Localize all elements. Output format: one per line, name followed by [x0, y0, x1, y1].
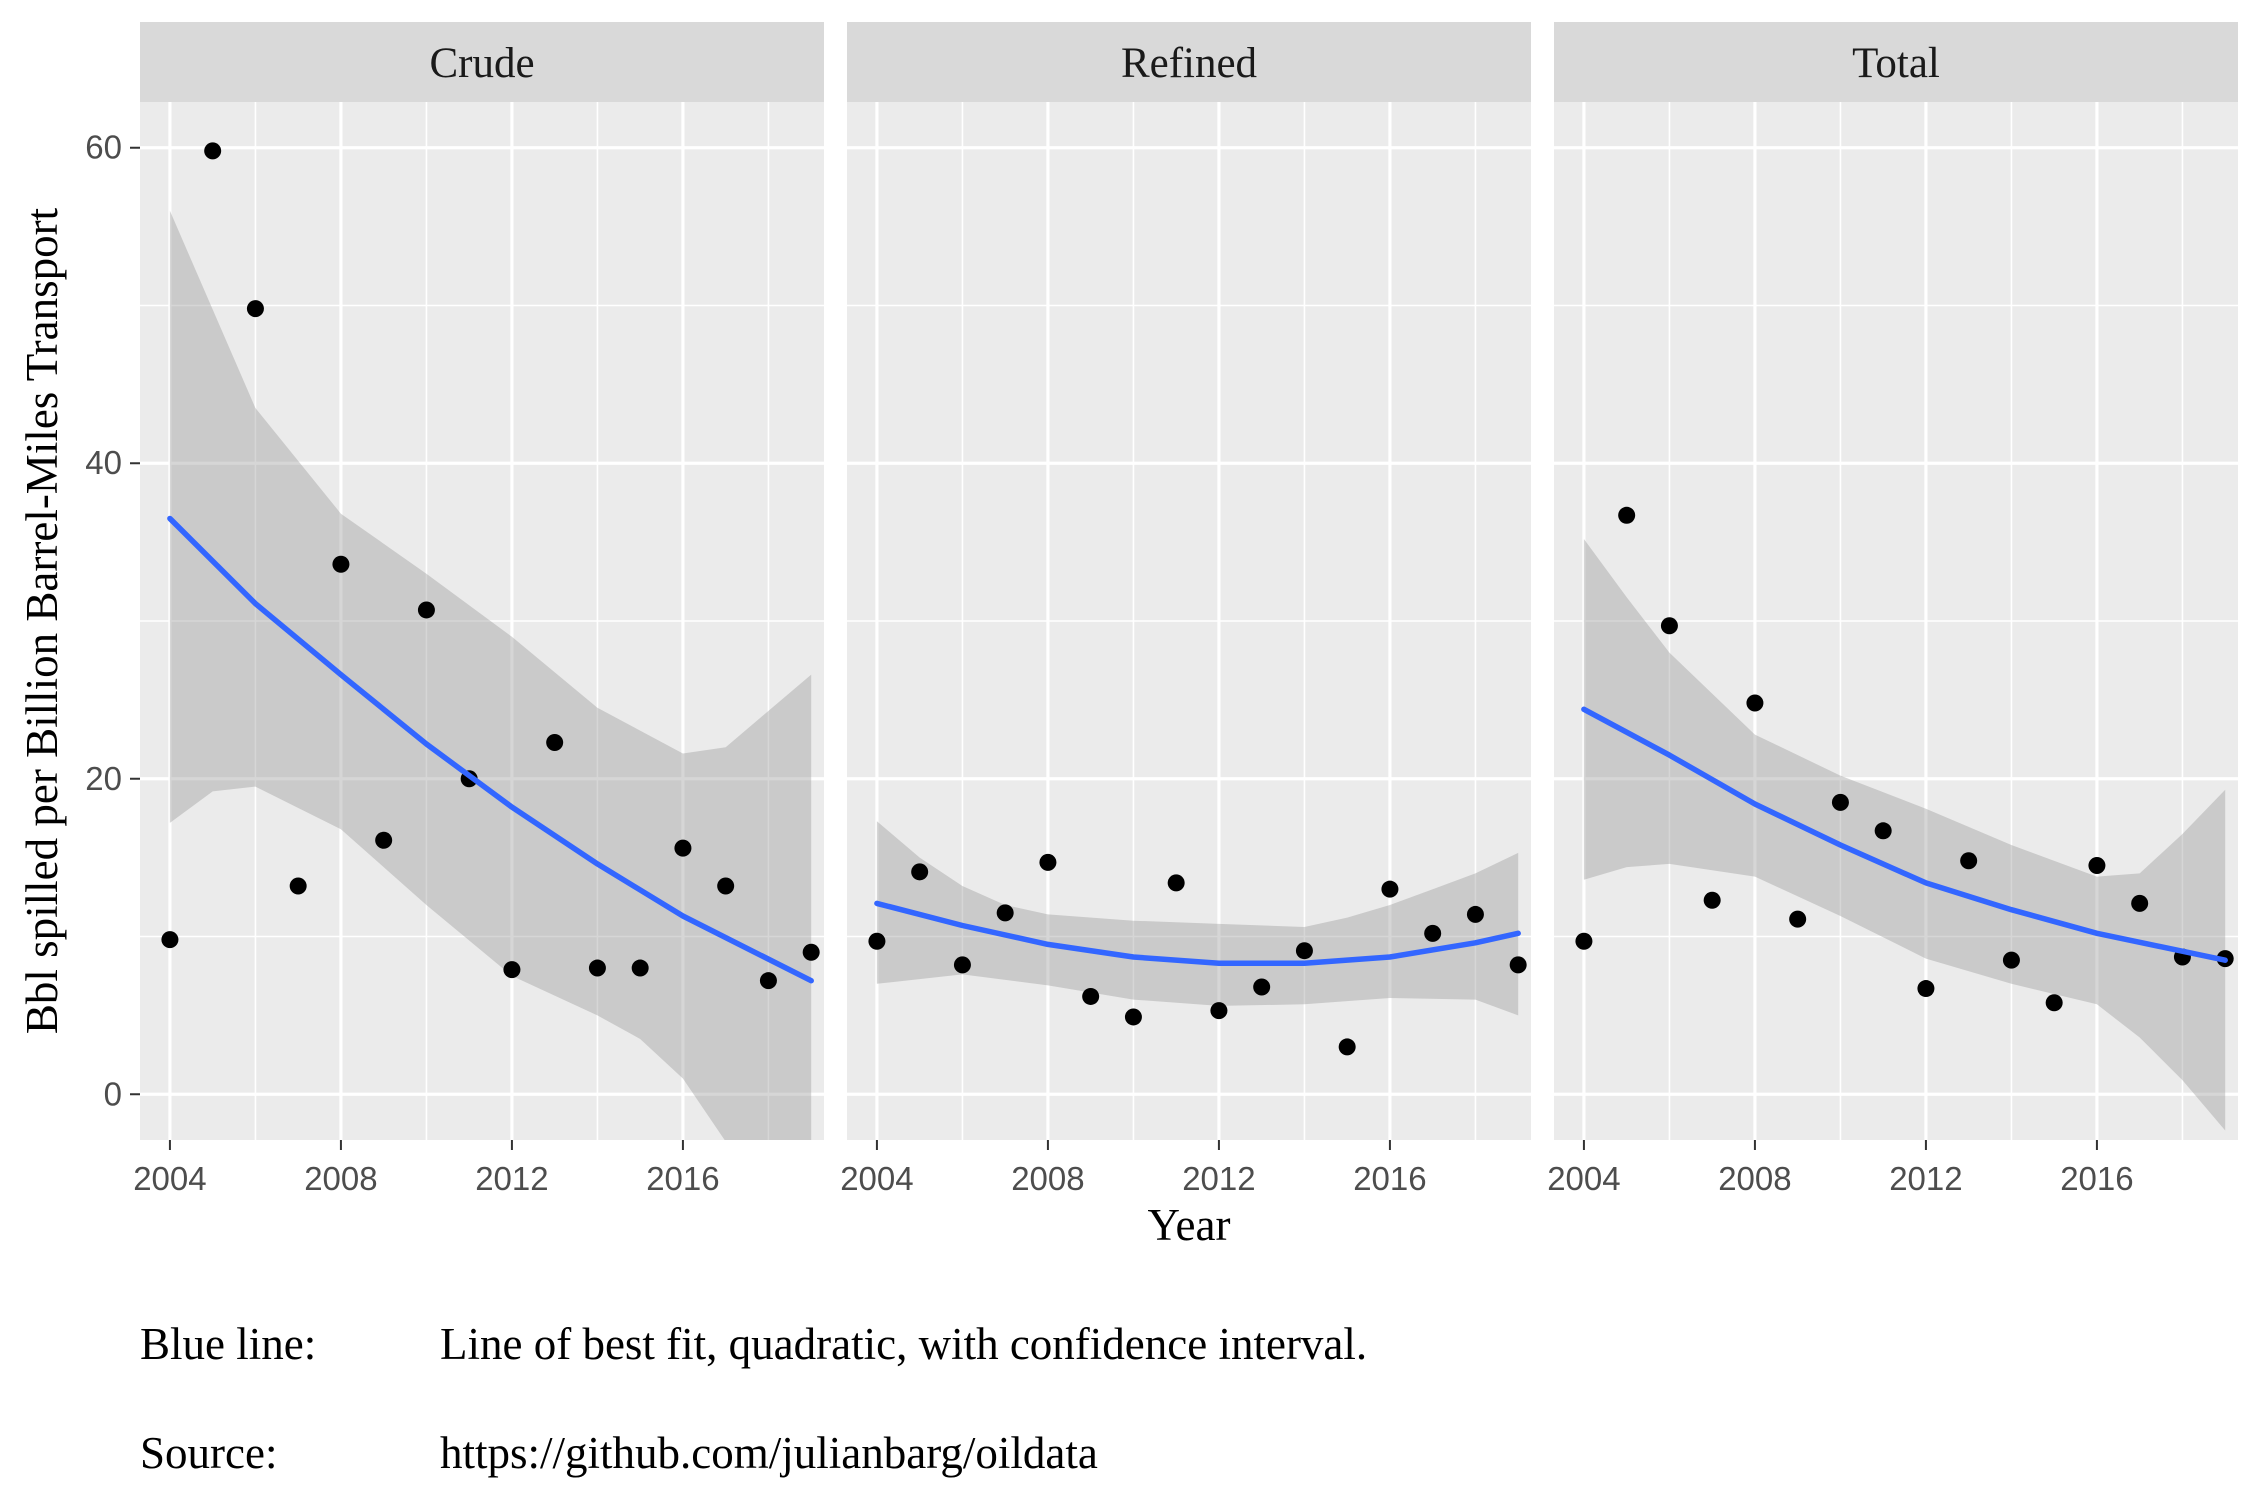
data-point-crude: [546, 733, 564, 751]
data-point-crude: [674, 839, 692, 857]
facet-label-total: Total: [1852, 40, 1940, 87]
note-key-blue-line: Blue line:: [140, 1319, 317, 1369]
x-tick-label: 2004: [133, 1160, 206, 1197]
data-point-total: [1960, 852, 1978, 870]
facet-label-refined: Refined: [1121, 40, 1257, 87]
data-point-crude: [802, 943, 820, 961]
data-point-total: [2002, 951, 2020, 969]
note-value-source: https://github.com/julianbarg/oildata: [440, 1428, 1098, 1478]
confidence-band-total: [1583, 539, 2226, 1131]
facet-strip-refined: [847, 22, 1531, 102]
y-tick-label: 40: [85, 444, 122, 481]
data-point-total: [1575, 932, 1593, 950]
data-point-refined: [1338, 1038, 1356, 1056]
data-point-total: [1789, 910, 1807, 928]
data-point-total: [1703, 891, 1721, 909]
confidence-band-refined: [876, 821, 1519, 1016]
data-point-total: [1831, 793, 1849, 811]
data-point-crude: [759, 972, 777, 990]
facet-strip-crude: [140, 22, 824, 102]
x-tick-label: 2008: [304, 1160, 377, 1197]
data-point-refined: [1124, 1008, 1142, 1026]
data-point-crude: [588, 959, 606, 977]
data-point-refined: [1167, 874, 1185, 892]
data-point-refined: [953, 956, 971, 974]
data-point-refined: [1295, 942, 1313, 960]
data-point-refined: [1253, 978, 1271, 996]
data-point-crude: [417, 601, 435, 619]
data-point-refined: [1466, 905, 1484, 923]
data-point-refined: [1509, 956, 1527, 974]
data-point-crude: [161, 931, 179, 949]
data-point-total: [2088, 857, 2106, 875]
x-tick-label: 2004: [840, 1160, 913, 1197]
data-point-crude: [289, 877, 307, 895]
facet-strip-total: [1554, 22, 2238, 102]
data-point-refined: [911, 863, 929, 881]
data-point-total: [1917, 980, 1935, 998]
x-tick-label: 2008: [1011, 1160, 1084, 1197]
note-key-source: Source:: [140, 1428, 278, 1478]
data-point-total: [1618, 506, 1636, 524]
x-tick-label: 2012: [1182, 1160, 1255, 1197]
facet-label-crude: Crude: [429, 40, 534, 87]
data-point-refined: [1039, 853, 1057, 871]
confidence-band-crude: [169, 210, 812, 1140]
data-point-total: [1746, 694, 1764, 712]
data-point-refined: [868, 932, 886, 950]
y-tick-label: 0: [104, 1075, 122, 1112]
data-point-crude: [631, 959, 649, 977]
x-tick-label: 2012: [1889, 1160, 1962, 1197]
data-point-crude: [375, 831, 393, 849]
data-point-total: [2045, 994, 2063, 1012]
data-point-refined: [996, 904, 1014, 922]
data-point-refined: [1210, 1002, 1228, 1020]
data-point-refined: [1424, 924, 1442, 942]
x-tick-label: 2016: [646, 1160, 719, 1197]
y-tick-label: 20: [85, 760, 122, 797]
data-point-total: [1874, 822, 1892, 840]
fit-line-refined: [874, 900, 1521, 967]
data-point-crude: [204, 142, 222, 160]
faceted-scatter-chart: Crude 2004 2008 2012 2016 Refined 2004 2008 2012…: [17, 22, 2238, 1250]
data-point-crude: [332, 555, 350, 573]
data-point-total: [2131, 894, 2149, 912]
data-point-crude: [503, 961, 521, 979]
x-axis-title: Year: [1148, 1200, 1231, 1250]
y-tick-label: 60: [85, 129, 122, 166]
x-tick-label: 2016: [1353, 1160, 1426, 1197]
y-axis-title: Bbl spilled per Billion Barrel-Miles Tra…: [17, 207, 67, 1034]
data-point-total: [1660, 617, 1678, 635]
note-value-blue-line: Line of best fit, quadratic, with confid…: [440, 1319, 1368, 1369]
data-point-refined: [1082, 987, 1100, 1005]
data-point-refined: [1381, 880, 1399, 898]
data-point-crude: [717, 877, 735, 895]
x-tick-label: 2004: [1547, 1160, 1620, 1197]
fit-line-crude: [167, 515, 814, 984]
x-tick-label: 2016: [2060, 1160, 2133, 1197]
fit-line-total: [1581, 706, 2228, 963]
x-tick-label: 2012: [475, 1160, 548, 1197]
x-tick-label: 2008: [1718, 1160, 1791, 1197]
data-point-crude: [246, 300, 264, 318]
